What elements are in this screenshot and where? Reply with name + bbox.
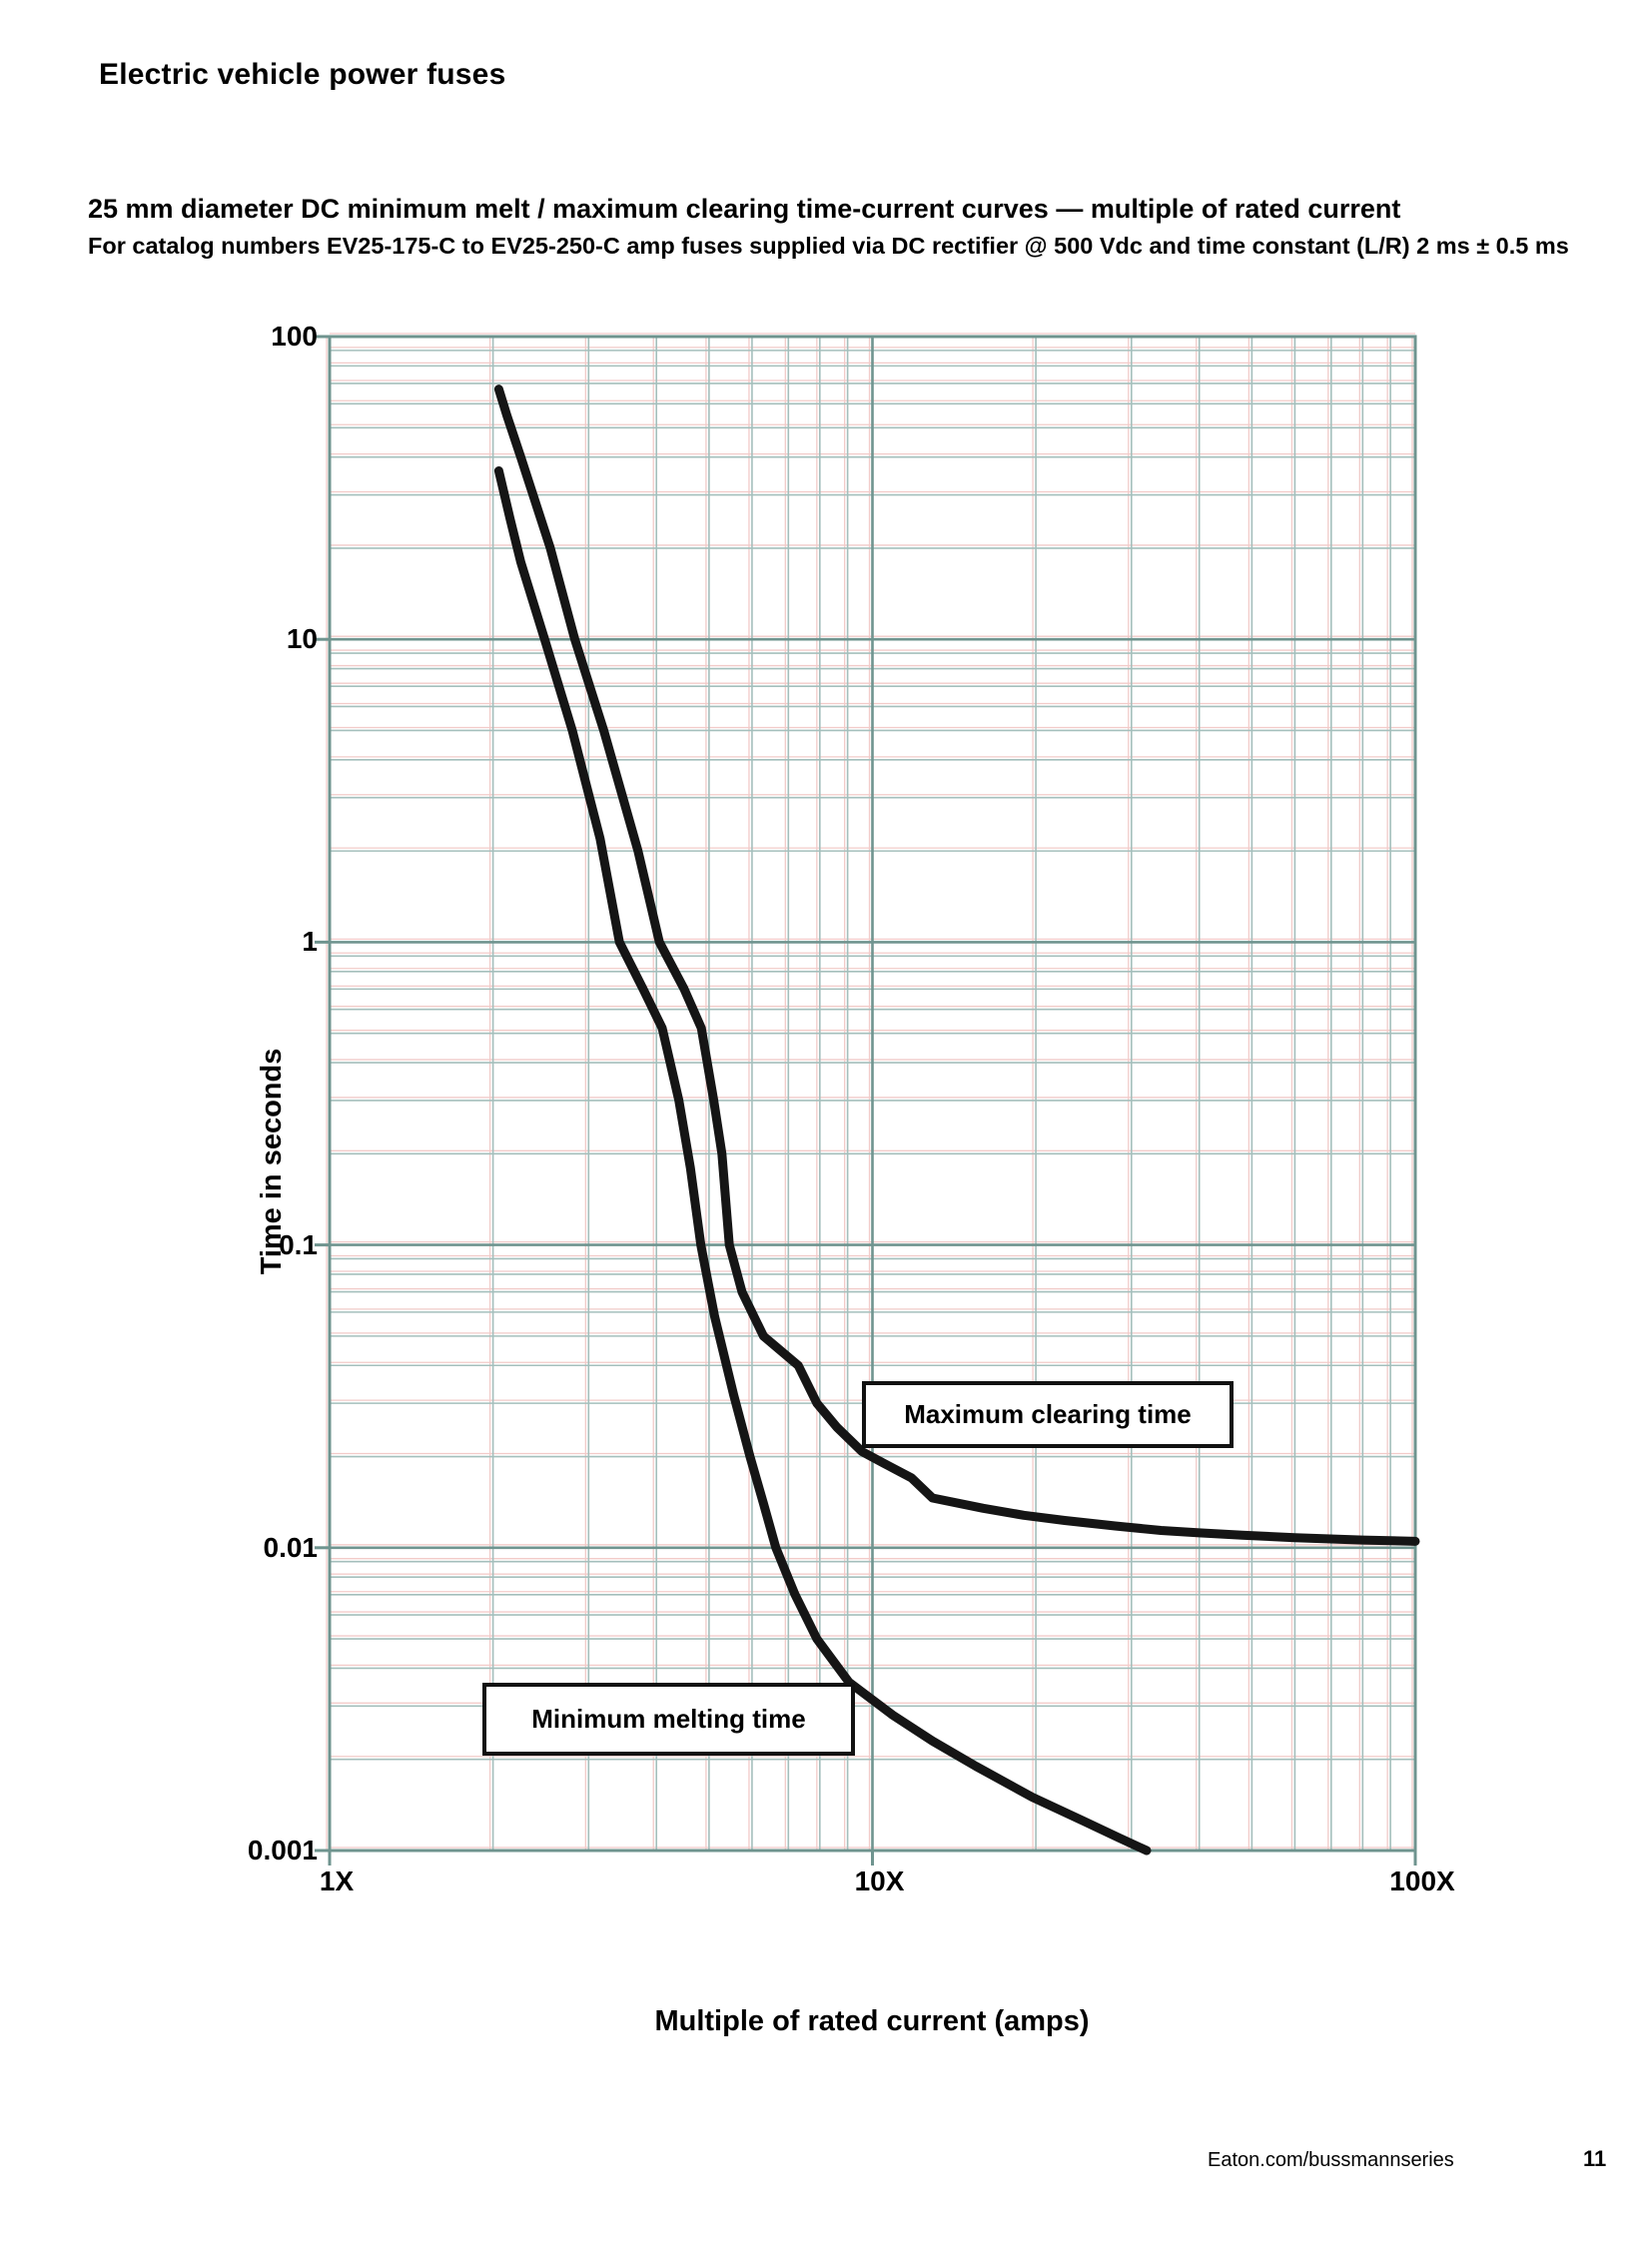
footer-link[interactable]: Eaton.com/bussmannseries	[1208, 2149, 1454, 2171]
y-tick-label: 1	[302, 926, 318, 958]
annotation-minimum-melting-time: Minimum melting time	[482, 1683, 855, 1756]
y-tick-label: 100	[271, 321, 318, 352]
annotation-maximum-clearing-time: Maximum clearing time	[862, 1381, 1234, 1448]
page-number: 11	[1583, 2146, 1607, 2171]
page-header-title: Electric vehicle power fuses	[99, 58, 506, 91]
y-axis-label: Time in seconds	[256, 1048, 288, 1275]
y-tick-label: 10	[286, 623, 318, 655]
y-tick-label: 0.001	[247, 1835, 318, 1866]
curve-minimum-melting-time	[493, 466, 1152, 1856]
y-tick-label: 0.01	[263, 1531, 319, 1563]
y-tick-label: 0.1	[279, 1228, 318, 1260]
chart-subtitle: For catalog numbers EV25-175-C to EV25-2…	[88, 233, 1569, 259]
curve-maximum-clearing-time	[493, 384, 1420, 1546]
x-axis-label: Multiple of rated current (amps)	[654, 2005, 1090, 2037]
x-tick-label: 1X	[319, 1866, 355, 1896]
x-tick-label: 10X	[854, 1866, 905, 1896]
chart-title: 25 mm diameter DC minimum melt / maximum…	[88, 194, 1401, 224]
x-tick-label: 100X	[1389, 1866, 1455, 1896]
